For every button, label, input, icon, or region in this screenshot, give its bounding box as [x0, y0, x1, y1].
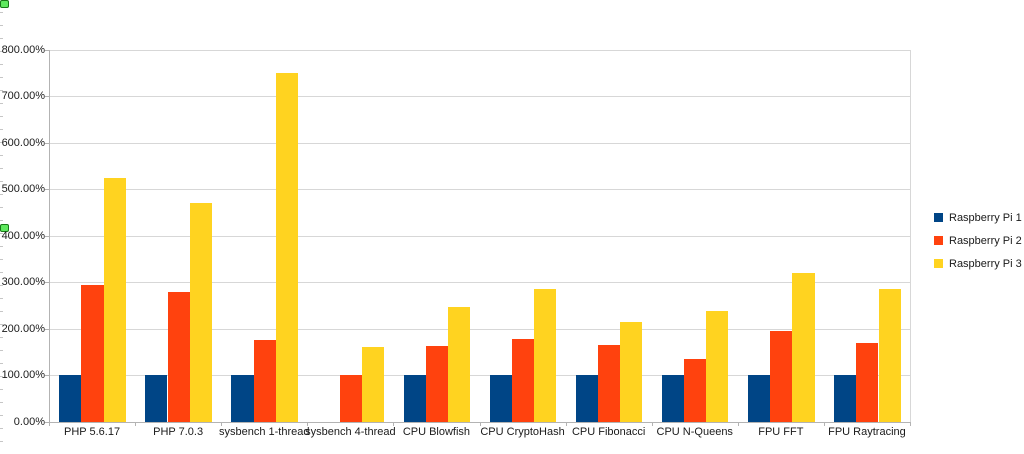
- legend-label-1: Raspberry Pi 1: [949, 211, 1022, 224]
- y-axis-label: 100.00%: [1, 369, 45, 382]
- x-axis-label: PHP 7.0.3: [153, 426, 204, 438]
- bar-raspberry-pi-2-6[interactable]: [598, 344, 621, 422]
- bar-raspberry-pi-1-4[interactable]: [403, 375, 426, 422]
- gridline-700: [49, 96, 910, 98]
- x-axis-label: CPU N-Queens: [656, 426, 733, 438]
- y-axis-tick: [45, 375, 49, 377]
- bar-raspberry-pi-2-2[interactable]: [253, 340, 276, 422]
- bar-raspberry-pi-1-8[interactable]: [748, 375, 771, 422]
- x-axis-tick: [737, 421, 739, 426]
- y-axis-tick: [45, 282, 49, 284]
- bar-raspberry-pi-3-9[interactable]: [878, 289, 901, 422]
- x-axis-tick: [221, 421, 223, 426]
- x-axis-label: sysbench 4-thread: [305, 426, 396, 438]
- bar-raspberry-pi-2-9[interactable]: [856, 342, 879, 422]
- x-axis-tick: [479, 421, 481, 426]
- gridline-400: [49, 235, 910, 237]
- selection-handle-middle-left[interactable]: [0, 224, 9, 232]
- y-axis-tick: [45, 328, 49, 330]
- bar-raspberry-pi-3-1[interactable]: [189, 203, 212, 422]
- x-axis-label: CPU CryptoHash: [480, 426, 565, 438]
- y-axis-tick: [45, 96, 49, 98]
- bar-raspberry-pi-2-1[interactable]: [167, 291, 190, 422]
- x-axis-label: FPU Raytracing: [828, 426, 906, 438]
- bar-raspberry-pi-2-8[interactable]: [770, 331, 793, 422]
- x-axis-tick: [49, 421, 50, 426]
- plot-right-border: [910, 49, 911, 422]
- bar-raspberry-pi-1-5[interactable]: [489, 375, 512, 422]
- bar-raspberry-pi-2-3[interactable]: [339, 375, 362, 422]
- legend-item-2[interactable]: Raspberry Pi 2: [934, 229, 1022, 252]
- y-axis-label: 700.00%: [1, 90, 45, 103]
- gridline-200: [49, 328, 910, 330]
- bar-raspberry-pi-3-3[interactable]: [361, 347, 385, 422]
- bar-raspberry-pi-1-0[interactable]: [59, 375, 82, 422]
- bar-raspberry-pi-3-6[interactable]: [620, 321, 643, 422]
- legend-item-3[interactable]: Raspberry Pi 3: [934, 252, 1022, 275]
- bar-raspberry-pi-3-4[interactable]: [448, 306, 471, 422]
- legend-label-3: Raspberry Pi 3: [949, 257, 1022, 270]
- bar-raspberry-pi-1-9[interactable]: [834, 375, 857, 422]
- legend-swatch-1: [934, 213, 943, 222]
- gridline-500: [49, 189, 910, 191]
- x-axis-label: FPU FFT: [758, 426, 804, 438]
- y-axis-tick: [45, 421, 49, 423]
- x-axis-tick: [393, 421, 395, 426]
- gridline-600: [49, 142, 910, 144]
- y-axis-label: 800.00%: [1, 43, 45, 56]
- selection-handle-top-left[interactable]: [0, 0, 9, 8]
- y-axis-label: 200.00%: [1, 322, 45, 335]
- bar-raspberry-pi-1-7[interactable]: [661, 375, 685, 422]
- y-axis-tick: [45, 189, 49, 191]
- bar-raspberry-pi-1-6[interactable]: [575, 375, 598, 422]
- y-axis-tick: [45, 142, 49, 144]
- bar-raspberry-pi-2-7[interactable]: [684, 358, 707, 422]
- gridline-800: [49, 49, 910, 51]
- bar-raspberry-pi-2-5[interactable]: [511, 339, 535, 422]
- y-axis-line: [49, 49, 50, 422]
- legend-label-2: Raspberry Pi 2: [949, 234, 1022, 247]
- y-axis-label: 0.00%: [13, 415, 45, 428]
- y-axis-label: 300.00%: [1, 276, 45, 289]
- x-axis-label: sysbench 1-thread: [218, 426, 310, 438]
- bar-raspberry-pi-1-1[interactable]: [145, 375, 168, 422]
- x-axis-label: CPU Blowfish: [402, 426, 471, 438]
- y-axis-tick: [45, 49, 49, 51]
- x-axis-label: CPU Fibonacci: [571, 426, 646, 438]
- x-axis-tick: [307, 421, 309, 426]
- legend-item-1[interactable]: Raspberry Pi 1: [934, 206, 1022, 229]
- bar-raspberry-pi-2-4[interactable]: [425, 345, 448, 422]
- bar-raspberry-pi-3-5[interactable]: [534, 289, 557, 422]
- x-axis-tick: [910, 421, 911, 426]
- y-axis-label: 600.00%: [1, 136, 45, 149]
- bar-raspberry-pi-3-8[interactable]: [792, 272, 815, 422]
- legend-swatch-3: [934, 259, 943, 268]
- bar-raspberry-pi-3-0[interactable]: [103, 177, 126, 422]
- y-axis-tick: [45, 235, 49, 237]
- bar-raspberry-pi-2-0[interactable]: [81, 284, 104, 422]
- x-axis-label: PHP 5.6.17: [64, 426, 121, 438]
- gridline-100: [49, 375, 910, 377]
- x-axis-tick: [823, 421, 825, 426]
- x-axis-tick: [135, 421, 137, 426]
- y-axis-label: 500.00%: [1, 183, 45, 196]
- legend-swatch-2: [934, 236, 943, 245]
- y-axis-label: 400.00%: [1, 229, 45, 242]
- x-axis-tick: [565, 421, 567, 426]
- gridline-300: [49, 282, 910, 284]
- chart-legend[interactable]: Raspberry Pi 1 Raspberry Pi 2 Raspberry Pi…: [934, 206, 1022, 275]
- x-axis-tick: [651, 421, 653, 426]
- bar-raspberry-pi-3-7[interactable]: [706, 311, 729, 422]
- bar-raspberry-pi-3-2[interactable]: [275, 72, 298, 422]
- bar-raspberry-pi-1-2[interactable]: [231, 375, 254, 422]
